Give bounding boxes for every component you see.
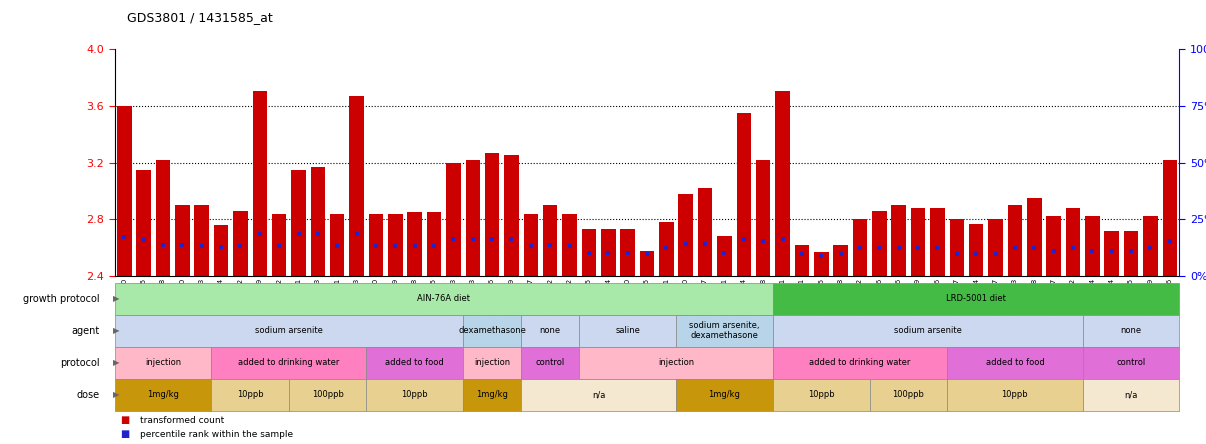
Bar [639,250,655,276]
Text: sodium arsenite: sodium arsenite [254,326,323,335]
Text: 1mg/kg: 1mg/kg [709,390,740,399]
Bar [136,170,151,276]
Bar [543,205,557,276]
Text: percentile rank within the sample: percentile rank within the sample [140,429,293,439]
Bar [833,245,848,276]
Text: GDS3801 / 1431585_at: GDS3801 / 1431585_at [127,11,273,24]
Bar [756,160,771,276]
Text: LRD-5001 diet: LRD-5001 diet [947,294,1006,303]
Bar [872,211,886,276]
Bar [485,153,499,276]
Text: added to drinking water: added to drinking water [809,358,911,367]
Bar [233,211,247,276]
Bar [620,229,634,276]
Text: 100ppb: 100ppb [892,390,924,399]
Text: ■: ■ [121,429,130,439]
Bar [698,188,713,276]
Text: 10ppb: 10ppb [236,390,263,399]
Text: agent: agent [72,326,100,336]
Bar [988,219,1003,276]
Bar [1066,208,1081,276]
Bar [562,214,576,276]
Text: added to food: added to food [985,358,1044,367]
Text: dose: dose [77,390,100,400]
Bar [853,219,867,276]
Bar [1047,217,1061,276]
Bar [968,224,983,276]
Text: added to drinking water: added to drinking water [238,358,340,367]
Text: control: control [535,358,564,367]
Bar [1163,160,1177,276]
Text: 1mg/kg: 1mg/kg [476,390,508,399]
Text: 10ppb: 10ppb [402,390,428,399]
Bar [369,214,384,276]
Text: transformed count: transformed count [140,416,224,424]
Bar [775,91,790,276]
Text: n/a: n/a [592,390,605,399]
Text: 1mg/kg: 1mg/kg [147,390,178,399]
Text: saline: saline [615,326,640,335]
Bar [427,212,441,276]
Bar [949,219,964,276]
Bar [814,252,829,276]
Text: sodium arsenite: sodium arsenite [894,326,961,335]
Bar [1028,198,1042,276]
Bar [271,214,286,276]
Bar [1008,205,1023,276]
Text: n/a: n/a [1124,390,1137,399]
Text: growth protocol: growth protocol [23,294,100,304]
Bar [388,214,403,276]
Bar [718,236,732,276]
Text: 10ppb: 10ppb [1001,390,1029,399]
Bar [795,245,809,276]
Bar [891,205,906,276]
Bar [504,155,519,276]
Bar [194,205,209,276]
Text: none: none [1120,326,1142,335]
Bar [330,214,345,276]
Bar [911,208,925,276]
Bar [117,106,131,276]
Bar [408,212,422,276]
Bar [1105,231,1119,276]
Bar [660,222,674,276]
Bar [446,163,461,276]
Bar [581,229,596,276]
Bar [156,160,170,276]
Text: ▶: ▶ [113,390,119,399]
Text: protocol: protocol [60,358,100,368]
Text: AIN-76A diet: AIN-76A diet [417,294,470,303]
Bar [1124,231,1138,276]
Text: none: none [539,326,561,335]
Bar [213,225,228,276]
Bar [523,214,538,276]
Text: added to food: added to food [385,358,444,367]
Bar [350,96,364,276]
Text: injection: injection [658,358,695,367]
Text: sodium arsenite,
dexamethasone: sodium arsenite, dexamethasone [689,321,760,341]
Bar [1143,217,1158,276]
Bar [466,160,480,276]
Bar [252,91,267,276]
Text: ▶: ▶ [113,358,119,367]
Text: dexamethasone: dexamethasone [458,326,526,335]
Bar [291,170,306,276]
Text: ▶: ▶ [113,326,119,335]
Text: injection: injection [145,358,181,367]
Bar [1085,217,1100,276]
Text: ▶: ▶ [113,294,119,303]
Text: injection: injection [474,358,510,367]
Text: 10ppb: 10ppb [808,390,835,399]
Text: ■: ■ [121,415,130,425]
Bar [679,194,693,276]
Text: control: control [1117,358,1146,367]
Bar [737,113,751,276]
Bar [311,167,326,276]
Bar [601,229,615,276]
Bar [175,205,189,276]
Text: 100ppb: 100ppb [311,390,344,399]
Bar [930,208,944,276]
